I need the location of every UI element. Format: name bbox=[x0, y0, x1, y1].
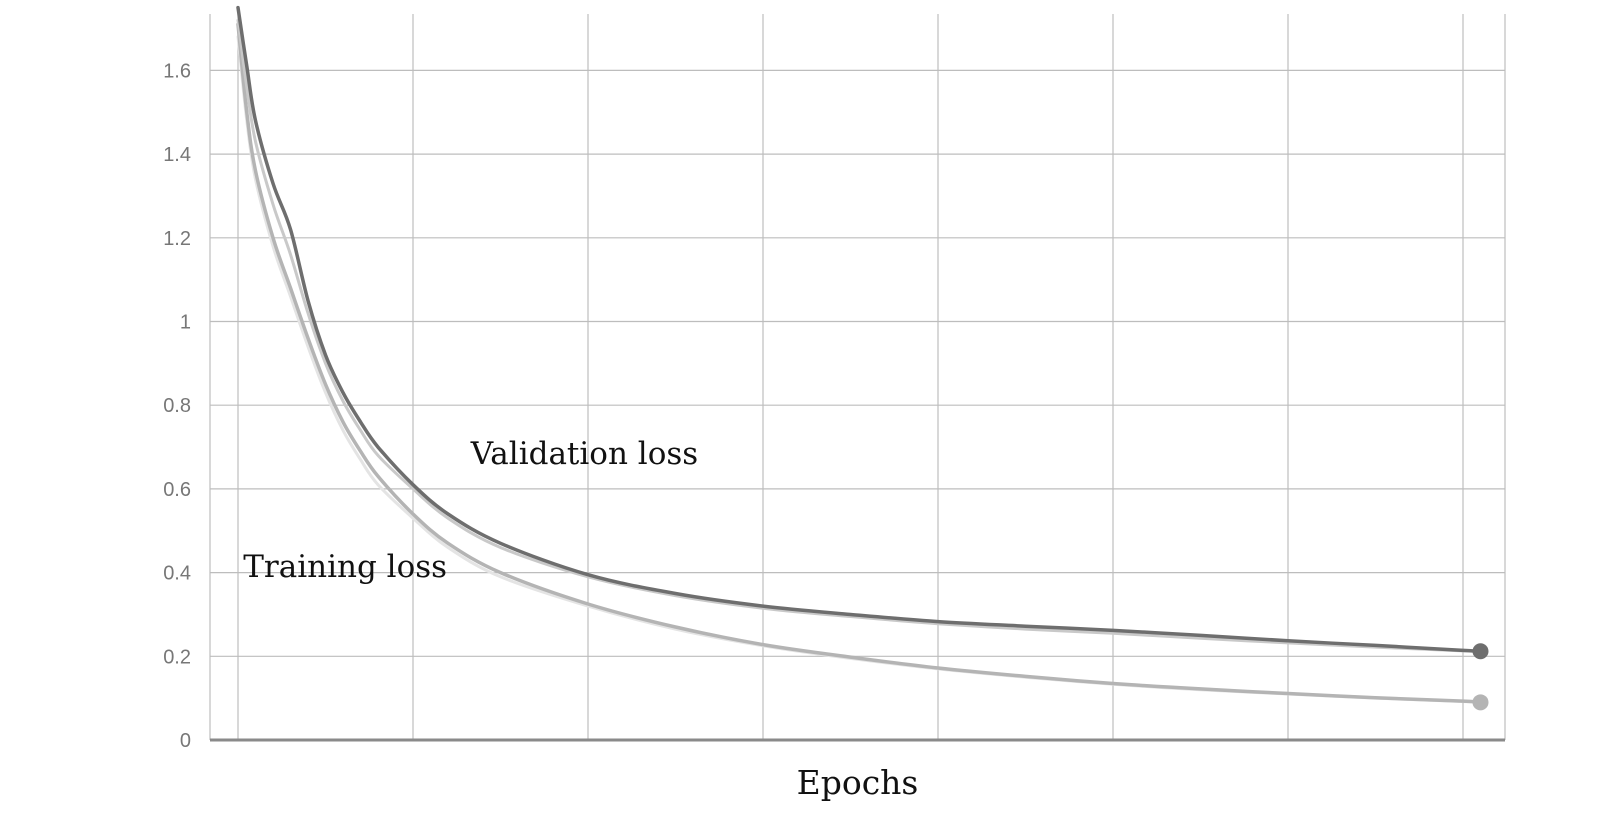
y-tick-label: 1.2 bbox=[163, 228, 191, 250]
y-tick-label: 0 bbox=[180, 730, 191, 752]
x-axis-title: Epochs bbox=[797, 763, 919, 802]
y-tick-label: 0.4 bbox=[163, 563, 191, 585]
series-line-0 bbox=[236, 35, 1482, 704]
y-tick-label: 1 bbox=[180, 312, 191, 334]
end-markers bbox=[1472, 643, 1489, 711]
series-line-2 bbox=[236, 18, 1482, 653]
annotation-label: Validation loss bbox=[470, 436, 698, 472]
annotation-label: Training loss bbox=[243, 549, 447, 585]
annotations: Validation loss Training loss bbox=[243, 436, 698, 585]
y-tick-label: 1.4 bbox=[163, 144, 191, 166]
y-tick-label: 0.6 bbox=[163, 479, 191, 501]
y-tick-label: 0.2 bbox=[163, 646, 191, 668]
grid bbox=[209, 14, 1506, 740]
series-line-1 bbox=[236, 22, 1483, 705]
series-end-point-3 bbox=[1472, 643, 1489, 660]
y-tick-labels: 0 0.2 0.4 0.6 0.8 1 1.2 1.4 1.6 bbox=[163, 60, 191, 752]
y-tick-label: 0.8 bbox=[163, 395, 191, 417]
series-end-point-1 bbox=[1472, 694, 1489, 711]
series-line-3 bbox=[236, 5, 1483, 654]
y-tick-label: 1.6 bbox=[163, 60, 191, 82]
series-lines bbox=[236, 5, 1483, 705]
